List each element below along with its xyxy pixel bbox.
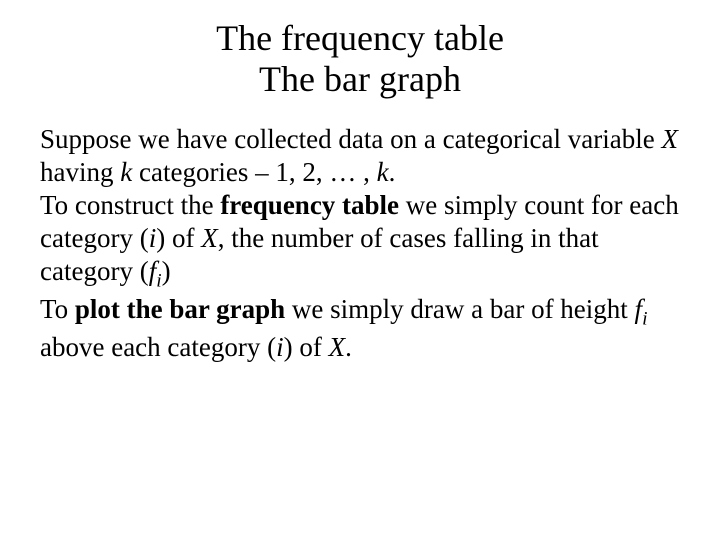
p1-var-X: X xyxy=(661,124,678,154)
p2-text-a: To construct the xyxy=(40,190,220,220)
p3-text-a: To xyxy=(40,294,75,324)
p3-text-c: above each category ( xyxy=(40,332,276,362)
p3-sub-i: i xyxy=(642,308,647,329)
title-line-2: The bar graph xyxy=(259,59,461,99)
p2-var-X: X xyxy=(201,223,218,253)
p3-var-i: i xyxy=(276,332,284,362)
p2-text-c: ) of xyxy=(156,223,201,253)
paragraph-1: Suppose we have collected data on a cate… xyxy=(40,123,680,189)
p3-text-b: we simply draw a bar of height xyxy=(285,294,634,324)
p1-text-d: . xyxy=(389,157,396,187)
p3-var-f: f xyxy=(635,294,643,324)
p2-bold: frequency table xyxy=(220,190,399,220)
p3-var-X: X xyxy=(329,332,346,362)
p2-text-e: ) xyxy=(162,256,171,286)
p3-text-d: ) of xyxy=(284,332,329,362)
slide-title: The frequency table The bar graph xyxy=(40,18,680,101)
paragraph-3: To plot the bar graph we simply draw a b… xyxy=(40,293,680,364)
p1-text-a: Suppose we have collected data on a cate… xyxy=(40,124,661,154)
p3-text-e: . xyxy=(345,332,352,362)
p1-var-k: k xyxy=(120,157,132,187)
title-line-1: The frequency table xyxy=(216,18,504,58)
p1-var-k2: k xyxy=(377,157,389,187)
p3-bold: plot the bar graph xyxy=(75,294,285,324)
p1-text-b: having xyxy=(40,157,120,187)
paragraph-2: To construct the frequency table we simp… xyxy=(40,189,680,293)
p1-text-c: categories – 1, 2, … , xyxy=(132,157,376,187)
slide-body: Suppose we have collected data on a cate… xyxy=(40,123,680,364)
